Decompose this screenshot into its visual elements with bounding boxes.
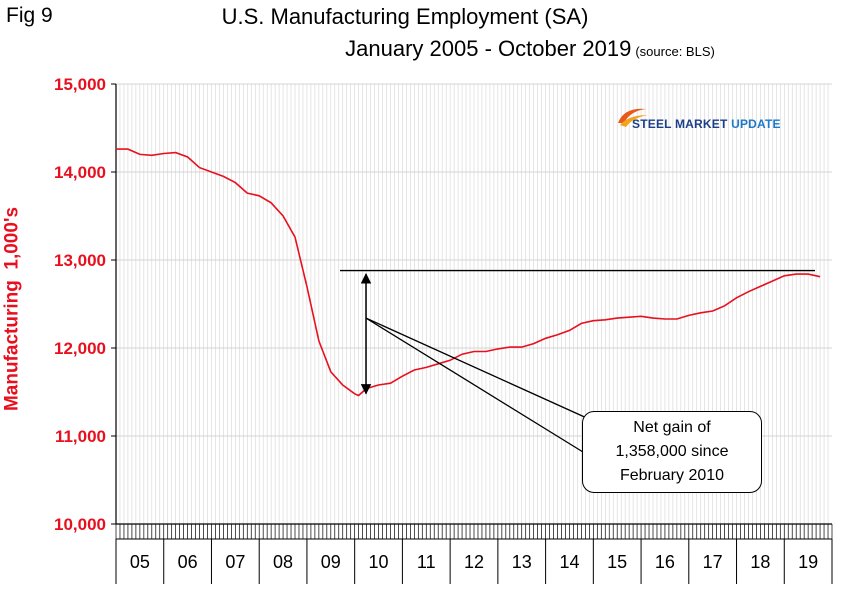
x-tick-label: 17 bbox=[703, 552, 723, 572]
chart-subtitle-row: January 2005 - October 2019 (source: BLS) bbox=[250, 36, 810, 62]
callout-pointer-lower bbox=[365, 317, 584, 453]
logo-text: STEEL MARKET UPDATE bbox=[632, 117, 781, 131]
x-tick-label: 13 bbox=[512, 552, 532, 572]
source-note: (source: BLS) bbox=[635, 44, 715, 59]
swoosh-logo-mark bbox=[618, 108, 648, 127]
x-tick-label: 07 bbox=[225, 552, 245, 572]
series-line-manufacturing-employment bbox=[116, 148, 821, 397]
net-gain-callout-box: Net gain of 1,358,000 since February 201… bbox=[582, 411, 762, 493]
figure-label: Fig 9 bbox=[6, 4, 53, 27]
x-tick-label: 09 bbox=[321, 552, 341, 572]
y-tick-label: 15,000 bbox=[54, 75, 106, 94]
x-tick-label: 14 bbox=[559, 552, 579, 572]
x-tick-label: 08 bbox=[273, 552, 293, 572]
y-axis-label: Manufacturing 1,000's bbox=[1, 206, 23, 412]
x-tick-label: 10 bbox=[369, 552, 389, 572]
y-tick-label: 12,000 bbox=[54, 339, 106, 358]
callout-line-3: February 2010 bbox=[619, 467, 725, 484]
x-tick-label: 06 bbox=[178, 552, 198, 572]
x-axis-tick-marks bbox=[115, 524, 833, 539]
y-tick-label: 14,000 bbox=[54, 163, 106, 182]
logo-brand-bold: STEEL MARKET bbox=[632, 117, 728, 131]
callout-pointer-upper bbox=[365, 317, 601, 425]
x-tick-label: 11 bbox=[417, 552, 436, 572]
logo-brand-light: UPDATE bbox=[731, 117, 781, 131]
callout-line-2: 1,358,000 since bbox=[615, 443, 729, 460]
x-tick-label: 16 bbox=[655, 552, 675, 572]
x-tick-label: 15 bbox=[607, 552, 627, 572]
y-axis-tick-labels: 10,000 11,000 12,000 13,000 14,000 15,000 bbox=[54, 75, 116, 534]
x-tick-label: 18 bbox=[750, 552, 770, 572]
x-axis-year-cells: 05 06 07 08 09 10 11 12 13 14 15 16 17 18 19 bbox=[115, 538, 833, 584]
x-tick-label: 05 bbox=[130, 552, 150, 572]
callout-line-1: Net gain of bbox=[633, 419, 711, 436]
steel-market-update-logo: STEEL MARKET UPDATE bbox=[612, 103, 792, 147]
y-tick-label: 10,000 bbox=[54, 515, 106, 534]
x-tick-label: 19 bbox=[798, 552, 818, 572]
chart-title: U.S. Manufacturing Employment (SA) bbox=[221, 4, 589, 29]
annotation-group bbox=[340, 269, 815, 453]
y-tick-label: 11,000 bbox=[55, 427, 106, 446]
x-tick-label: 12 bbox=[464, 552, 484, 572]
chart-subtitle: January 2005 - October 2019 bbox=[345, 36, 632, 61]
y-tick-label: 13,000 bbox=[54, 251, 106, 270]
